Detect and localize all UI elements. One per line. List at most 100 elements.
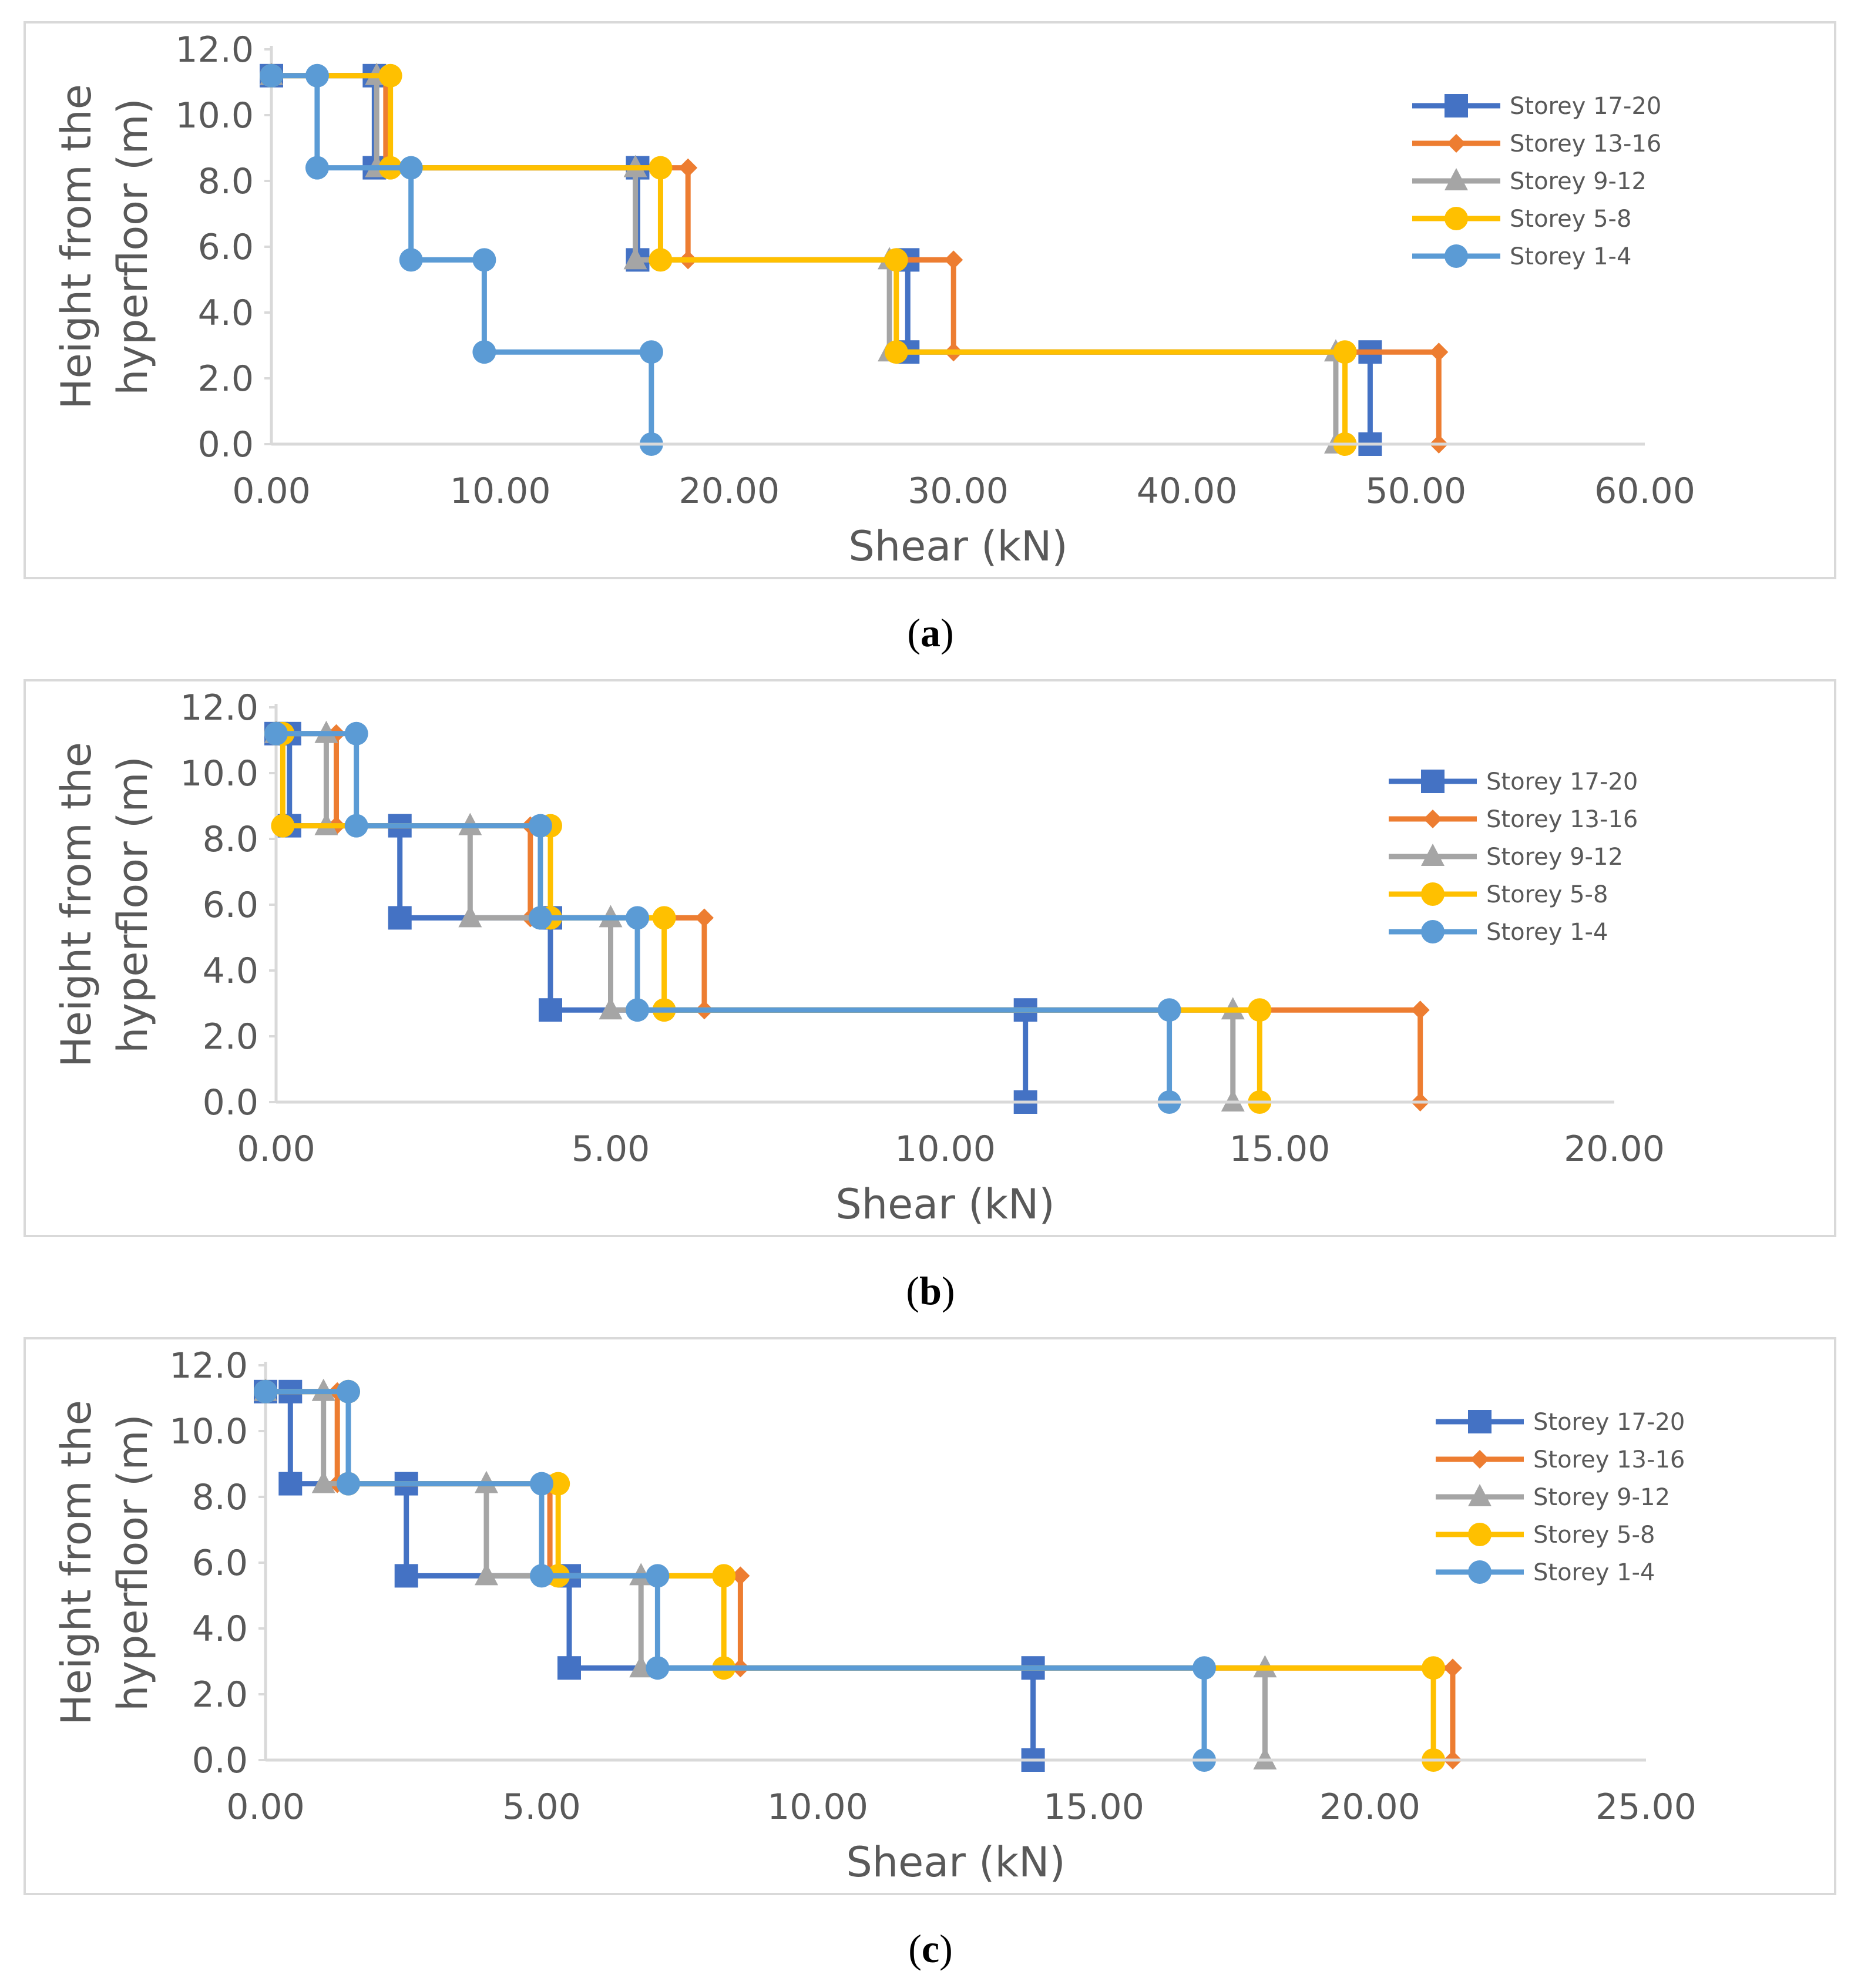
data-point [1443, 1658, 1462, 1678]
legend-entry: Storey 1-4 [1486, 919, 1608, 946]
data-point [626, 998, 650, 1022]
x-tick-label: 50.00 [1365, 471, 1466, 512]
legend-marker [1445, 244, 1468, 268]
data-point [694, 908, 714, 928]
x-tick-label: 10.00 [895, 1129, 996, 1170]
legend-marker [1421, 920, 1445, 943]
x-tick-label: 40.00 [1137, 471, 1238, 512]
y-tick-label: 2.0 [203, 1016, 258, 1057]
chart-panel-a: 0.0 2.0 4.0 6.0 8.0 10.0 12.0 0.00 10.00 20.00 30.… [23, 21, 1836, 579]
x-axis-title: Shear (kN) [848, 522, 1067, 570]
chart-panel-b: 0.0 2.0 4.0 6.0 8.0 10.0 12.0 0.00 5.00 10.00 15.0… [23, 679, 1836, 1237]
chart-panel-c: 0.0 2.0 4.0 6.0 8.0 10.0 12.0 0.00 5.00 10.00 15.0… [23, 1337, 1836, 1895]
legend-entry: Storey 17-20 [1533, 1409, 1685, 1436]
data-point [712, 1564, 736, 1588]
caption-b-letter: b [919, 1268, 942, 1313]
data-point [264, 721, 288, 746]
legend-entry: Storey 13-16 [1510, 130, 1661, 157]
y-axis-title-line: hyperfloor (m) [109, 756, 157, 1053]
data-point [260, 63, 283, 88]
y-tick-label: 12.0 [175, 29, 254, 70]
data-point [944, 250, 963, 270]
y-axis-title-line: Height from the [52, 1400, 100, 1725]
legend-marker [1445, 94, 1468, 117]
y-tick-label: 4.0 [203, 951, 258, 992]
data-point [388, 906, 412, 930]
y-tick-label: 4.0 [192, 1608, 248, 1650]
data-point [652, 906, 676, 930]
legend-entry: Storey 17-20 [1486, 768, 1638, 795]
data-point [646, 1564, 670, 1588]
x-tick-label: 30.00 [908, 471, 1009, 512]
data-point [546, 1472, 570, 1496]
data-point [1422, 1656, 1446, 1680]
data-point [399, 248, 423, 272]
y-tick-label: 0.0 [192, 1740, 248, 1781]
y-axis-title-line: Height from the [52, 742, 100, 1067]
legend-marker [1468, 1410, 1492, 1433]
y-tick-label: 8.0 [203, 819, 258, 860]
data-point [1248, 998, 1272, 1022]
legend-marker [1445, 168, 1468, 190]
caption-c: (c) [908, 1926, 953, 1971]
legend-marker [1447, 134, 1466, 153]
data-point [344, 814, 368, 838]
legend-entry: Storey 9-12 [1533, 1484, 1670, 1511]
data-point [337, 1379, 360, 1403]
y-tick-label: 4.0 [198, 293, 254, 334]
y-tick-label: 10.0 [180, 753, 258, 794]
chart-c-svg: 0.0 2.0 4.0 6.0 8.0 10.0 12.0 0.00 5.00 10.00 15.0… [52, 1345, 1697, 1886]
data-point [884, 248, 908, 272]
y-tick-label: 6.0 [192, 1543, 248, 1584]
x-tick-label: 20.00 [1564, 1129, 1665, 1170]
data-point [599, 997, 623, 1020]
legend-entry: Storey 17-20 [1510, 93, 1661, 120]
x-tick-label: 25.00 [1595, 1786, 1697, 1828]
x-tick-label: 0.00 [237, 1129, 315, 1170]
y-tick-label: 12.0 [169, 1345, 248, 1386]
data-point [731, 1566, 750, 1586]
caption-b: (b) [906, 1268, 955, 1313]
legend-marker [1423, 810, 1442, 828]
data-point [1253, 1747, 1277, 1769]
y-tick-label: 2.0 [192, 1674, 248, 1715]
data-point [399, 156, 423, 180]
caption-a: (a) [907, 610, 954, 655]
chart-a-svg: 0.0 2.0 4.0 6.0 8.0 10.0 12.0 0.00 10.00 20.00 30.… [52, 29, 1695, 570]
y-tick-label: 8.0 [198, 161, 254, 202]
data-point [311, 1470, 335, 1493]
legend-marker [1421, 882, 1445, 906]
legend-marker [1470, 1450, 1489, 1469]
y-axis-title: Height from the hyperfloor (m) [52, 1400, 157, 1725]
legend-entry: Storey 5-8 [1486, 881, 1608, 908]
y-tick-label: 8.0 [192, 1477, 248, 1518]
data-point [344, 721, 368, 746]
y-tick-label: 6.0 [203, 885, 258, 926]
y-axis-title: Height from the hyperfloor (m) [52, 84, 157, 409]
data-point [254, 1379, 277, 1403]
caption-a-letter: a [921, 610, 940, 655]
data-point [378, 63, 402, 88]
data-point [557, 1656, 581, 1680]
data-point [1429, 342, 1449, 362]
data-point [472, 340, 496, 364]
data-point [278, 1472, 303, 1496]
legend-entry: Storey 13-16 [1533, 1446, 1685, 1473]
data-point [458, 905, 482, 928]
y-axis-title-line: hyperfloor (m) [109, 98, 157, 395]
y-tick-label: 10.0 [169, 1411, 248, 1452]
data-point [530, 1472, 553, 1496]
data-point [1192, 1656, 1216, 1680]
y-tick-label: 10.0 [175, 95, 254, 136]
data-point [475, 1563, 498, 1586]
y-tick-label: 6.0 [198, 227, 254, 268]
data-point [1157, 998, 1181, 1022]
data-point [528, 906, 552, 930]
y-axis-title-line: Height from the [52, 84, 100, 409]
legend-marker [1468, 1523, 1492, 1546]
x-tick-label: 15.00 [1230, 1129, 1331, 1170]
legend-entry: Storey 5-8 [1510, 206, 1631, 233]
y-tick-label: 0.0 [203, 1082, 258, 1123]
x-tick-label: 5.00 [502, 1786, 581, 1828]
legend-marker [1468, 1484, 1492, 1506]
